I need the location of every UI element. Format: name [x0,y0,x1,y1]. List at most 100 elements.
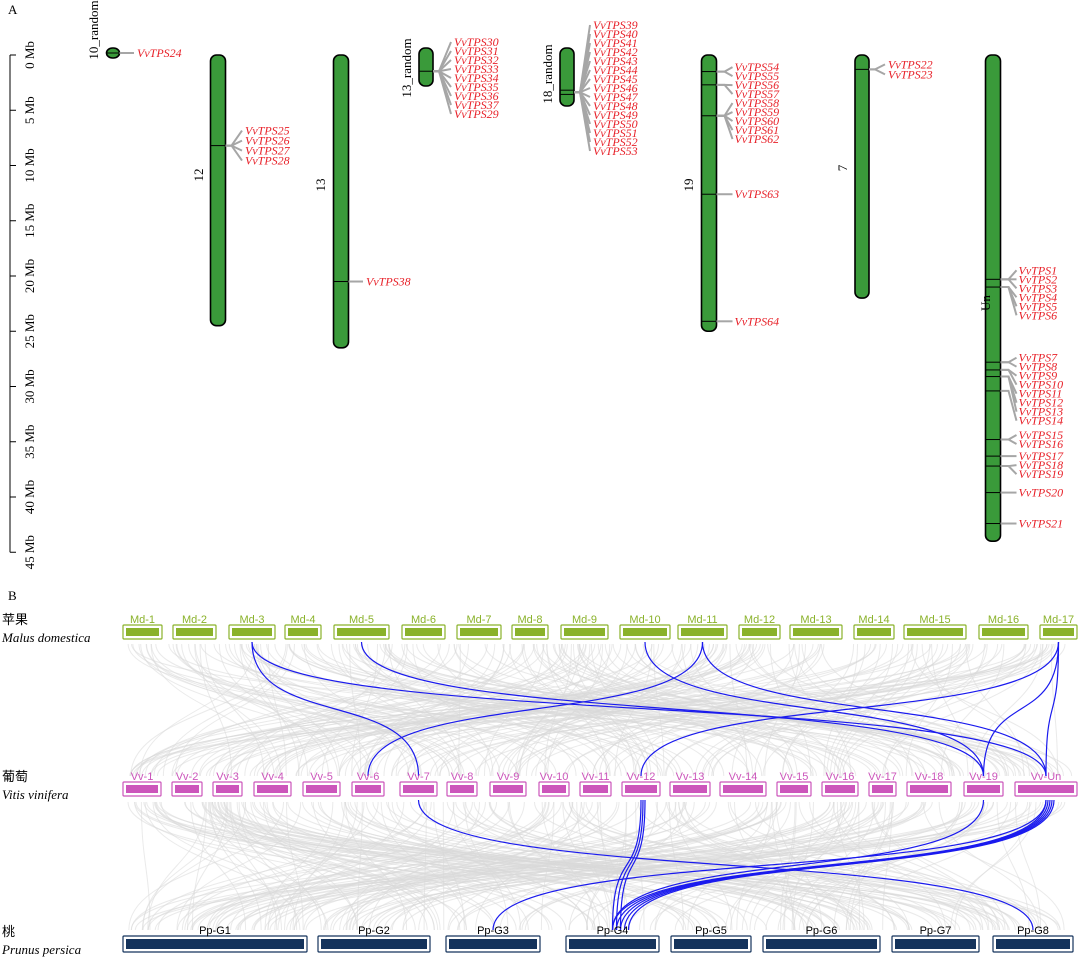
background-link [262,801,358,931]
background-link [284,801,358,931]
chromosome-fill [780,785,808,793]
background-link [474,643,1054,777]
background-link [729,643,748,777]
species-common-name: 葡萄 [2,769,28,784]
background-link [397,643,1048,777]
scale-tick-label: 35 Mb [22,425,37,459]
gene-label: VvTPS49 [593,108,638,122]
background-link [147,801,206,931]
synteny-link-Vv-Un-Pp-G3 [492,799,1047,931]
chromosome-fill [907,628,963,636]
gene-label: VvTPS45 [593,72,638,86]
gene-connector [1000,368,1018,386]
background-link [264,801,621,931]
background-link [402,801,573,931]
background-link [144,801,301,931]
chromosome-fill [766,939,877,949]
background-link [338,643,743,777]
chromosome-bar [209,54,227,327]
chromosome-label: Vv-15 [780,771,809,783]
gene-label: VvTPS38 [366,275,411,289]
background-link [809,801,984,931]
gene-label: VvTPS12 [1019,396,1064,410]
chromosome-fill [126,785,158,793]
gene-label: VvTPS22 [888,57,933,71]
chromosome-name: 10_random [86,0,101,59]
gene-label: VvTPS64 [735,314,780,328]
chromosome-fill [126,939,304,949]
gene-label: VvTPS42 [593,45,638,59]
background-link [267,643,287,777]
background-link [654,801,791,931]
gene-connector [1000,269,1018,281]
chromosome-bar [700,54,718,333]
chromosome-label: Md-5 [349,614,374,626]
background-link [734,801,796,931]
background-link [274,643,694,777]
gene-label: VvTPS34 [454,71,499,85]
background-link [225,643,558,777]
gene-label: VvTPS30 [454,35,499,49]
background-link [564,643,1056,777]
background-link [475,801,582,931]
species-common-name: 苹果 [2,612,28,627]
chromosome-label: Vv-4 [261,771,284,783]
gene-label: VvTPS25 [245,124,290,138]
background-link [826,643,894,777]
chromosome-fill [895,939,976,949]
chromosome-fill [681,628,724,636]
chromosome-label: Md-15 [919,614,950,626]
background-link [146,643,450,777]
chromosome-fill [967,785,1000,793]
background-link [130,643,758,777]
background-link [488,801,869,931]
background-link [240,643,928,777]
background-link [134,801,768,931]
scale-bar: 0 Mb 5 Mb 10 Mb 15 Mb 20 Mb 25 Mb 30 Mb 35 Mb 40… [9,41,37,569]
background-link [184,801,961,931]
chromosome-label: Md-13 [800,614,831,626]
gene-label: VvTPS13 [1019,405,1064,419]
background-link [690,643,798,777]
synteny-link-Md-5-Vv-19 [360,641,985,777]
chromosome-name: 12 [191,169,206,182]
chromosome-label: Vv-7 [407,771,430,783]
background-link [277,801,432,931]
gene-label: VvTPS52 [593,135,638,149]
gene-label: VvTPS41 [593,36,638,50]
background-link [531,643,1066,777]
scale-tick-label: 25 Mb [22,314,37,348]
chromosome-label: Vv-Un [1031,771,1062,783]
gene-label: VvTPS54 [735,60,780,74]
background-link [364,643,469,777]
scale-tick-label: 45 Mb [22,535,37,569]
background-link [456,801,995,931]
background-link [509,643,637,777]
synteny-link-Vv-19-Pp-G4 [611,799,985,931]
chromosome-13_random: 13_random VvTPS30VvTPS31VvTPS32VvTPS33VvT… [399,35,500,121]
gene-connector [1000,286,1018,316]
gene-label: VvTPS48 [593,99,638,113]
chromosome-fill [982,628,1025,636]
chromosome-name: Un [978,295,993,311]
background-link [249,643,961,777]
background-link [654,801,894,931]
gene-label: VvTPS17 [1019,449,1065,463]
synteny-link-Vv-7-Pp-G8 [417,799,1034,931]
chromosome-fill [825,785,855,793]
background-link [345,801,455,931]
chromosome-name: 13_random [399,38,414,97]
background-link [754,801,994,931]
chromosome-bar [559,47,575,107]
background-link [191,801,685,931]
chromosome-label: Md-3 [239,614,264,626]
background-link [754,643,855,777]
background-link [938,801,1040,931]
gene-label: VvTPS57 [735,87,781,101]
background-link [211,801,461,931]
chromosome-label: Vv-14 [729,771,758,783]
chromosome-name: 19 [681,179,696,192]
background-link [354,643,643,777]
chromosome-name: 18_random [540,44,555,103]
